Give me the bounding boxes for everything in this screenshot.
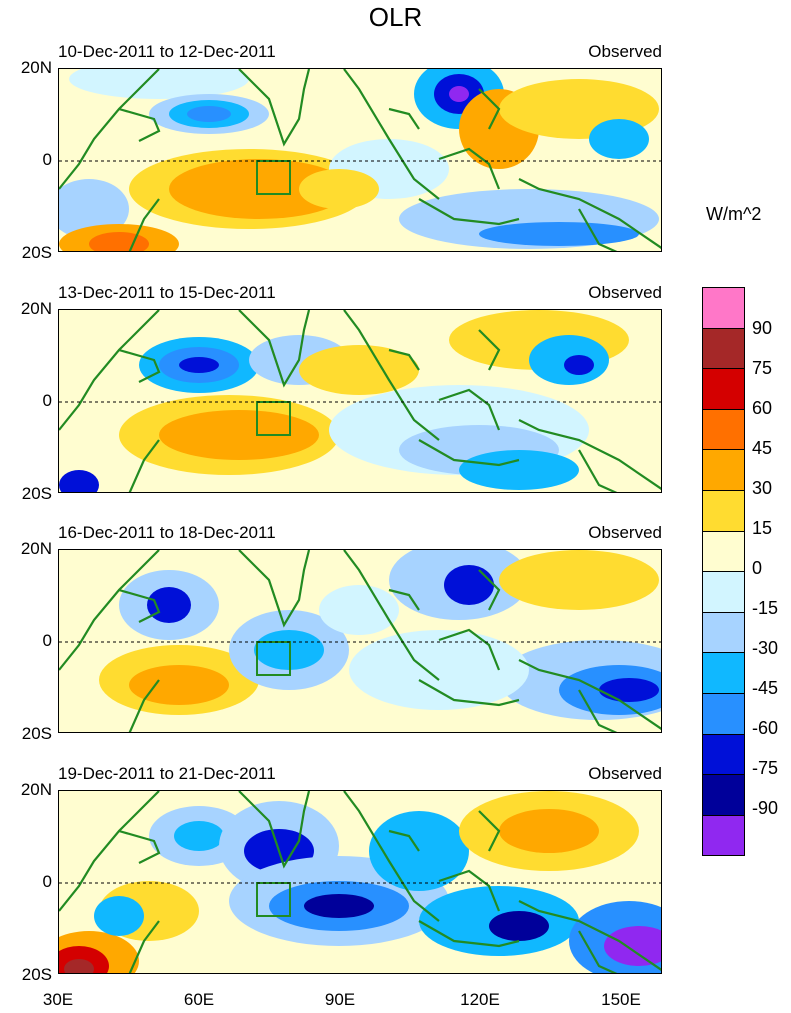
panel-2-period: 13-Dec-2011 to 15-Dec-2011 [58, 283, 276, 302]
colorbar-swatch-2 [702, 369, 745, 410]
colorbar-swatch-3 [702, 409, 745, 451]
panel-1-lat-20s: 20S [21, 243, 52, 262]
panel-1-lat-20n: 20N [20, 58, 52, 77]
olr-anomaly-map-4 [59, 791, 661, 973]
panel-4-period: 19-Dec-2011 to 21-Dec-2011 [58, 764, 276, 783]
panel-3-lat-0: 0 [42, 631, 52, 650]
panel-3-lat-20n: 20N [20, 539, 52, 558]
colorbar-label-75: 75 [752, 358, 773, 378]
panel-4-lat-20n: 20N [20, 780, 52, 799]
panel-3-lat-20s: 20S [21, 724, 52, 743]
panel-3-label: Observed [588, 523, 662, 542]
colorbar-label-60: 60 [752, 398, 773, 418]
colorbar-swatch-1 [702, 328, 745, 370]
panel-2-lat-20n: 20N [20, 299, 52, 318]
colorbar-label-neg15: -15 [752, 598, 779, 618]
map-panel-2 [58, 309, 662, 493]
lon-label-90e: 90E [324, 990, 356, 1009]
colorbar-label-neg45: -45 [752, 678, 779, 698]
colorbar-swatch-12 [702, 775, 745, 816]
lon-label-60e: 60E [183, 990, 215, 1009]
colorbar-label-0: 0 [752, 558, 763, 578]
panel-4-label: Observed [588, 764, 662, 783]
colorbar-swatch-8 [702, 612, 745, 654]
olr-anomaly-map-1 [59, 69, 661, 251]
colorbar-swatch-5 [702, 490, 745, 532]
lon-label-30e: 30E [42, 990, 74, 1009]
colorbar-label-30: 30 [752, 478, 773, 498]
colorbar-label-45: 45 [752, 438, 773, 458]
colorbar-label-neg60: -60 [752, 718, 779, 738]
colorbar-swatch-7 [702, 572, 745, 613]
colorbar-swatch-6 [702, 531, 745, 573]
olr-anomaly-map-2 [59, 310, 661, 492]
map-panel-4 [58, 790, 662, 974]
lon-label-150e: 150E [601, 990, 641, 1009]
colorbar-swatch-10 [702, 693, 745, 735]
units-label: W/m^2 [706, 204, 762, 224]
colorbar-swatch-4 [702, 450, 745, 491]
colorbar-swatch-9 [702, 653, 745, 694]
map-panel-3 [58, 549, 662, 733]
panel-2-label: Observed [588, 283, 662, 302]
panel-4-lat-20s: 20S [21, 965, 52, 984]
colorbar-swatch-11 [702, 734, 745, 776]
map-panel-1 [58, 68, 662, 252]
panel-2-lat-20s: 20S [21, 484, 52, 503]
main-title: OLR [368, 2, 423, 32]
panel-1-label: Observed [588, 42, 662, 61]
colorbar-swatch-0 [702, 287, 745, 329]
colorbar-label-neg30: -30 [752, 638, 779, 658]
colorbar-label-90: 90 [752, 318, 773, 338]
panel-1-period: 10-Dec-2011 to 12-Dec-2011 [58, 42, 276, 61]
colorbar-swatch-13 [702, 815, 745, 857]
panel-4-lat-0: 0 [42, 872, 52, 891]
colorbar [702, 287, 745, 857]
colorbar-label-15: 15 [752, 518, 773, 538]
colorbar-label-neg90: -90 [752, 798, 779, 818]
lon-label-120e: 120E [460, 990, 500, 1009]
colorbar-label-neg75: -75 [752, 758, 779, 778]
panel-2-lat-0: 0 [42, 391, 52, 410]
panel-3-period: 16-Dec-2011 to 18-Dec-2011 [58, 523, 276, 542]
panel-1-lat-0: 0 [42, 150, 52, 169]
olr-anomaly-map-3 [59, 550, 661, 732]
